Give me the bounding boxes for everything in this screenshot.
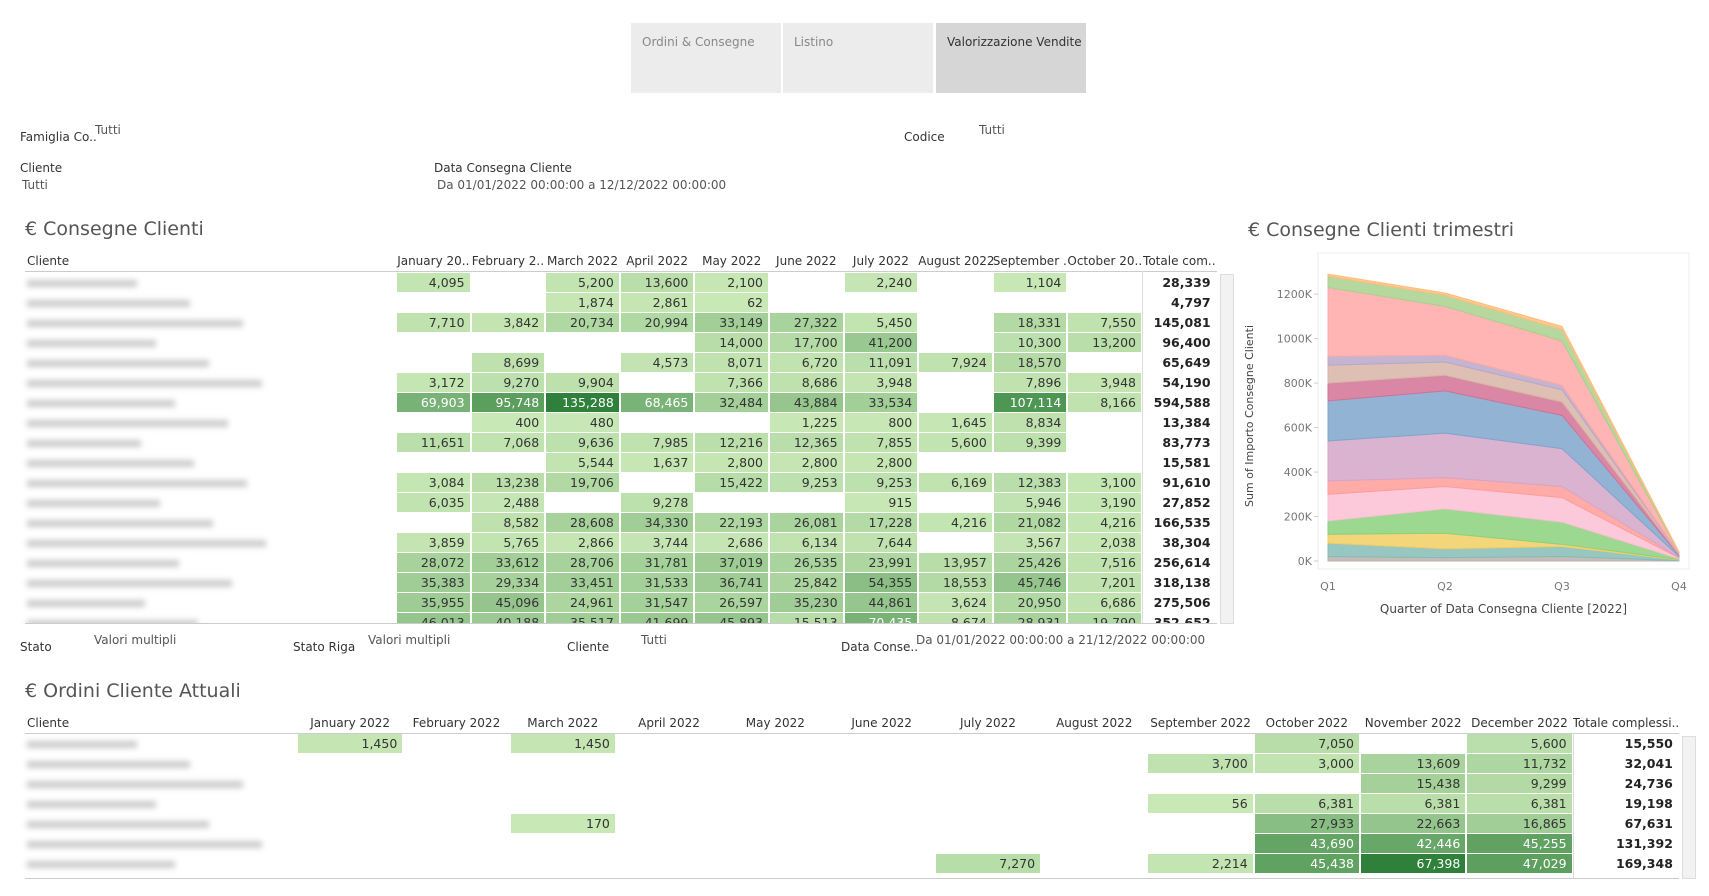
x-axis-label: Quarter of Data Consegna Cliente [2022] <box>1380 602 1627 616</box>
filter-value[interactable]: Tutti <box>22 178 48 192</box>
filter-label: Data Consegna Cliente <box>434 161 572 175</box>
filter-label: Stato Riga <box>293 640 356 654</box>
tab[interactable]: Valorizzazione Vendite <box>936 23 1086 93</box>
filter-label: Stato <box>20 640 52 654</box>
filter-label: Data Conse.. <box>841 640 919 654</box>
filter-value[interactable]: Da 01/01/2022 00:00:00 a 21/12/2022 00:0… <box>916 633 1206 647</box>
x-tick-label: Q3 <box>1554 580 1570 593</box>
y-tick-label: 200K <box>1284 511 1313 524</box>
scrollbar[interactable] <box>1681 736 1696 879</box>
filter-label: Famiglia Co.. <box>20 130 97 144</box>
filter-label: Codice <box>904 130 945 144</box>
tab[interactable]: Ordini & Consegne <box>631 23 781 93</box>
y-tick-label: 400K <box>1284 466 1313 479</box>
filter-value[interactable]: Tutti <box>641 633 667 647</box>
plot-border <box>1317 252 1690 570</box>
filter-value[interactable]: Da 01/01/2022 00:00:00 a 12/12/2022 00:0… <box>437 178 727 192</box>
area <box>1327 273 1680 553</box>
x-tick-label: Q4 <box>1671 580 1687 593</box>
x-tick-label: Q2 <box>1437 580 1453 593</box>
x-tick-label: Q1 <box>1320 580 1336 593</box>
filter-label: Cliente <box>20 161 63 175</box>
filter-value[interactable]: Tutti <box>95 123 121 137</box>
filter-value[interactable]: Tutti <box>979 123 1005 137</box>
tab[interactable]: Listino <box>783 23 933 93</box>
y-tick-label: 1200K <box>1277 288 1313 301</box>
filter-label: Cliente <box>567 640 610 654</box>
table-title: € Ordini Cliente Attuali <box>25 680 241 702</box>
y-tick-label: 0K <box>1298 555 1313 568</box>
filter-value[interactable]: Valori multipli <box>368 633 451 647</box>
y-axis-label: Sum of Importo Consegne Clienti <box>1243 325 1256 507</box>
filter-value[interactable]: Valori multipli <box>94 633 177 647</box>
y-tick-label: 800K <box>1284 377 1313 390</box>
scrollbar[interactable] <box>1219 274 1234 624</box>
chart-title: € Consegne Clienti trimestri <box>1248 219 1514 241</box>
table-title: € Consegne Clienti <box>25 218 204 240</box>
y-tick-label: 1000K <box>1277 333 1313 346</box>
y-tick-label: 600K <box>1284 422 1313 435</box>
